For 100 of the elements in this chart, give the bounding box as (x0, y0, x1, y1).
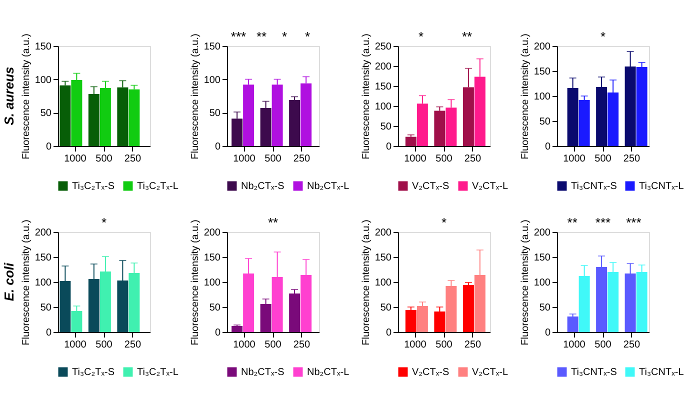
x-tick-label: 250 (623, 154, 641, 164)
text: *** (230, 29, 246, 44)
y-tick-label: 200 (374, 62, 392, 72)
y-tick-label: 150 (534, 66, 551, 78)
y-tick-label: 0 (46, 142, 52, 152)
x-tick-label: 500 (96, 340, 113, 350)
legend-label: V₂CTₓ-S (412, 181, 450, 192)
y-axis-title: Fluorescence intensity (a.u.) (360, 34, 372, 160)
bar (289, 100, 300, 146)
legend-label: Ti₃C₂Tₓ-S (72, 367, 115, 378)
y-tick-label: 0 (214, 328, 221, 338)
x-tick-label: 1000 (233, 154, 256, 164)
bar (578, 100, 590, 146)
text: *** (595, 215, 611, 230)
text: S. aureus (1, 66, 16, 126)
bar (434, 110, 446, 146)
x-tick-label: 250 (293, 154, 311, 164)
legend-label: Ti₃CNTₓ-S (571, 367, 618, 378)
x-tick-label: 250 (293, 340, 311, 350)
y-tick-label: 0 (46, 328, 52, 338)
y-tick-label: 50 (380, 122, 392, 132)
y-tick-label: 150 (204, 42, 221, 52)
legend-label: Nb₂CTₓ-L (307, 367, 350, 378)
bar (462, 285, 474, 332)
y-tick-label: 50 (209, 302, 221, 314)
y-tick-label: 100 (534, 92, 551, 102)
text: * (600, 29, 606, 44)
legend-label: Ti₃CNTₓ-L (639, 181, 684, 192)
y-axis-title: Fluorescence intensity (a.u.) (20, 34, 32, 160)
y-tick-label: 150 (204, 252, 221, 264)
y-tick-label: 150 (534, 252, 551, 264)
y-tick-label: 100 (204, 278, 221, 288)
bar (60, 85, 71, 146)
x-tick-label: 250 (124, 340, 142, 350)
bar (567, 316, 578, 332)
y-tick-label: 100 (374, 278, 392, 288)
legend-label: V₂CTₓ-S (412, 367, 450, 378)
y-tick-label: 50 (40, 302, 52, 314)
y-tick-label: 200 (204, 228, 221, 238)
x-tick-label: 1000 (233, 340, 256, 350)
text: ** (567, 215, 578, 230)
x-tick-label: 500 (594, 340, 612, 350)
bar (289, 294, 300, 332)
text: E. coli (1, 262, 16, 302)
text: * (441, 215, 447, 230)
y-tick-label: 100 (534, 278, 551, 288)
bar (636, 67, 648, 146)
y-axis-title: Fluorescence intensity (a.u.) (360, 220, 372, 346)
text: *** (626, 215, 642, 230)
bar (405, 310, 416, 332)
y-tick-label: 50 (539, 302, 551, 314)
legend-label: Ti₃C₂Tₓ-S (72, 181, 115, 192)
y-tick-label: 50 (380, 302, 392, 314)
y-tick-label: 0 (386, 142, 392, 152)
legend-label: Ti₃CNTₓ-S (571, 181, 618, 192)
y-axis-title: Fluorescence intensity (a.u.) (20, 220, 32, 346)
text: * (418, 29, 424, 44)
legend-label: Nb₂CTₓ-S (241, 367, 285, 378)
y-tick-label: 50 (539, 116, 551, 128)
y-tick-label: 250 (374, 42, 392, 52)
y-tick-label: 150 (374, 252, 392, 264)
x-tick-label: 500 (594, 154, 612, 164)
y-tick-label: 150 (34, 42, 52, 52)
x-tick-label: 500 (96, 154, 113, 164)
text: * (282, 29, 288, 44)
y-tick-label: 150 (34, 252, 52, 264)
y-tick-label: 100 (34, 278, 52, 288)
legend-label: Ti₃C₂Tₓ-L (137, 181, 179, 192)
x-tick-label: 1000 (404, 340, 427, 350)
bar (128, 89, 140, 146)
y-tick-label: 100 (204, 74, 221, 86)
x-tick-label: 1000 (404, 154, 427, 164)
x-tick-label: 1000 (64, 154, 87, 164)
x-tick-label: 1000 (64, 340, 87, 350)
y-axis-title: Fluorescence intensity (a.u.) (520, 220, 531, 346)
y-tick-label: 100 (34, 74, 52, 86)
y-tick-label: 100 (374, 102, 392, 112)
text: * (304, 29, 310, 44)
x-tick-label: 250 (464, 340, 482, 350)
text: ** (256, 29, 267, 44)
legend-label: Nb₂CTₓ-S (241, 181, 285, 192)
y-tick-label: 0 (214, 142, 221, 152)
x-tick-label: 1000 (563, 340, 586, 350)
x-tick-label: 250 (623, 340, 641, 350)
y-tick-label: 200 (534, 228, 551, 238)
y-tick-label: 0 (386, 328, 392, 338)
y-tick-label: 50 (40, 108, 52, 120)
legend-label: Nb₂CTₓ-L (307, 181, 350, 192)
legend-label: V₂CTₓ-L (472, 181, 508, 192)
legend-label: Ti₃C₂Tₓ-L (137, 367, 179, 378)
y-tick-label: 0 (544, 328, 551, 338)
y-tick-label: 0 (544, 142, 551, 152)
y-tick-label: 200 (374, 228, 392, 238)
y-axis-title: Fluorescence intensity (a.u.) (190, 220, 201, 346)
text: * (101, 215, 107, 230)
x-tick-label: 1000 (563, 154, 586, 164)
legend-label: V₂CTₓ-L (472, 367, 508, 378)
bar (416, 306, 428, 332)
y-axis-title: Fluorescence intensity (a.u.) (190, 34, 201, 160)
y-tick-label: 150 (374, 82, 392, 92)
